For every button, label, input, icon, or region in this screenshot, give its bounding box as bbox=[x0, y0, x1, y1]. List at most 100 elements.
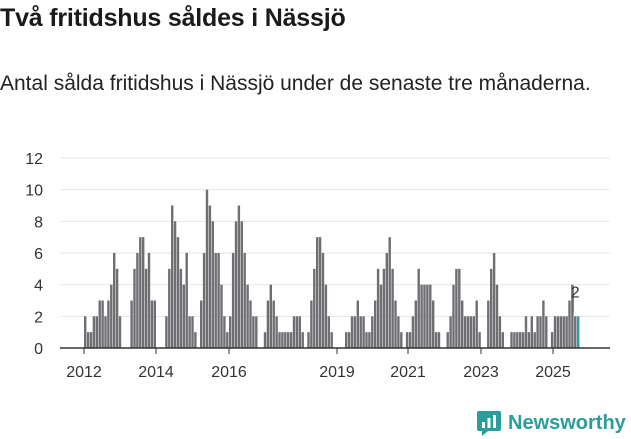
bar[interactable] bbox=[437, 332, 441, 348]
bar[interactable] bbox=[182, 284, 185, 348]
bar[interactable] bbox=[408, 332, 412, 348]
bar[interactable] bbox=[510, 332, 513, 348]
bar[interactable] bbox=[208, 205, 212, 349]
bar[interactable] bbox=[313, 268, 316, 348]
bar[interactable] bbox=[565, 316, 568, 348]
bar[interactable] bbox=[542, 300, 545, 349]
bar[interactable] bbox=[545, 316, 548, 348]
bar[interactable] bbox=[516, 332, 519, 348]
bar[interactable] bbox=[287, 332, 290, 348]
bar[interactable] bbox=[84, 316, 87, 348]
bar[interactable] bbox=[374, 300, 377, 349]
bar[interactable] bbox=[229, 316, 232, 348]
bar[interactable] bbox=[310, 300, 313, 349]
bar[interactable] bbox=[240, 221, 243, 348]
bar[interactable] bbox=[211, 221, 214, 348]
bar[interactable] bbox=[220, 284, 223, 348]
bar[interactable] bbox=[289, 332, 293, 348]
bar[interactable] bbox=[205, 189, 209, 348]
bar[interactable] bbox=[487, 300, 490, 349]
bar[interactable] bbox=[139, 237, 142, 348]
bar[interactable] bbox=[411, 316, 415, 348]
bar[interactable] bbox=[266, 300, 270, 349]
bar[interactable] bbox=[376, 268, 380, 348]
bar[interactable] bbox=[432, 300, 435, 349]
bar[interactable] bbox=[347, 332, 351, 348]
bar[interactable] bbox=[524, 316, 528, 348]
bar[interactable] bbox=[89, 332, 93, 348]
bar[interactable] bbox=[530, 316, 533, 348]
bar[interactable] bbox=[362, 316, 365, 348]
bar[interactable] bbox=[379, 284, 383, 348]
bar-latest[interactable] bbox=[577, 316, 580, 348]
bar[interactable] bbox=[176, 237, 180, 348]
bar[interactable] bbox=[316, 237, 319, 348]
bar[interactable] bbox=[173, 221, 177, 348]
bar[interactable] bbox=[559, 316, 562, 348]
bar[interactable] bbox=[556, 316, 560, 348]
bar[interactable] bbox=[92, 316, 96, 348]
bar[interactable] bbox=[301, 332, 304, 348]
bar[interactable] bbox=[478, 332, 481, 348]
bar[interactable] bbox=[153, 300, 156, 349]
bar[interactable] bbox=[144, 268, 148, 348]
bar[interactable] bbox=[234, 221, 238, 348]
bar[interactable] bbox=[365, 332, 368, 348]
bar[interactable] bbox=[278, 332, 281, 348]
bar[interactable] bbox=[292, 316, 296, 348]
bar[interactable] bbox=[368, 332, 371, 348]
bar[interactable] bbox=[179, 268, 183, 348]
bar[interactable] bbox=[214, 253, 217, 348]
bar[interactable] bbox=[350, 316, 354, 348]
bar[interactable] bbox=[521, 332, 525, 348]
bar[interactable] bbox=[388, 237, 391, 348]
bar[interactable] bbox=[200, 300, 203, 349]
bar[interactable] bbox=[533, 332, 536, 348]
bar[interactable] bbox=[446, 332, 449, 348]
bar[interactable] bbox=[501, 332, 504, 348]
bar[interactable] bbox=[101, 300, 104, 349]
bar[interactable] bbox=[553, 316, 557, 348]
bar[interactable] bbox=[382, 268, 386, 348]
bar[interactable] bbox=[568, 300, 571, 349]
bar[interactable] bbox=[356, 300, 359, 349]
bar[interactable] bbox=[226, 332, 229, 348]
bar[interactable] bbox=[414, 300, 417, 349]
bar[interactable] bbox=[284, 332, 287, 348]
bar[interactable] bbox=[417, 268, 420, 348]
bar[interactable] bbox=[295, 316, 299, 348]
bar[interactable] bbox=[391, 268, 394, 348]
bar[interactable] bbox=[519, 332, 522, 348]
bar[interactable] bbox=[298, 316, 301, 348]
bar[interactable] bbox=[243, 253, 246, 348]
bar[interactable] bbox=[527, 332, 531, 348]
bar[interactable] bbox=[492, 253, 496, 348]
bar[interactable] bbox=[281, 332, 284, 348]
bar[interactable] bbox=[110, 284, 113, 348]
bar[interactable] bbox=[359, 316, 362, 348]
bar[interactable] bbox=[536, 316, 539, 348]
bar[interactable] bbox=[429, 284, 432, 348]
bar[interactable] bbox=[202, 253, 206, 348]
bar[interactable] bbox=[142, 237, 145, 348]
bar[interactable] bbox=[330, 332, 333, 348]
bar[interactable] bbox=[463, 316, 467, 348]
bar[interactable] bbox=[307, 332, 310, 348]
bar[interactable] bbox=[150, 300, 154, 349]
bar[interactable] bbox=[385, 253, 388, 348]
bar[interactable] bbox=[353, 316, 357, 348]
bar[interactable] bbox=[400, 332, 403, 348]
bar[interactable] bbox=[423, 284, 426, 348]
bar[interactable] bbox=[185, 253, 188, 348]
bar[interactable] bbox=[191, 316, 194, 348]
bar[interactable] bbox=[574, 316, 577, 348]
bar[interactable] bbox=[449, 316, 452, 348]
bar[interactable] bbox=[461, 300, 464, 349]
bar[interactable] bbox=[324, 284, 328, 348]
bar[interactable] bbox=[133, 268, 136, 348]
bar[interactable] bbox=[397, 316, 400, 348]
bar[interactable] bbox=[539, 316, 542, 348]
bar[interactable] bbox=[345, 332, 348, 348]
bar[interactable] bbox=[165, 316, 168, 348]
bar[interactable] bbox=[223, 316, 226, 348]
